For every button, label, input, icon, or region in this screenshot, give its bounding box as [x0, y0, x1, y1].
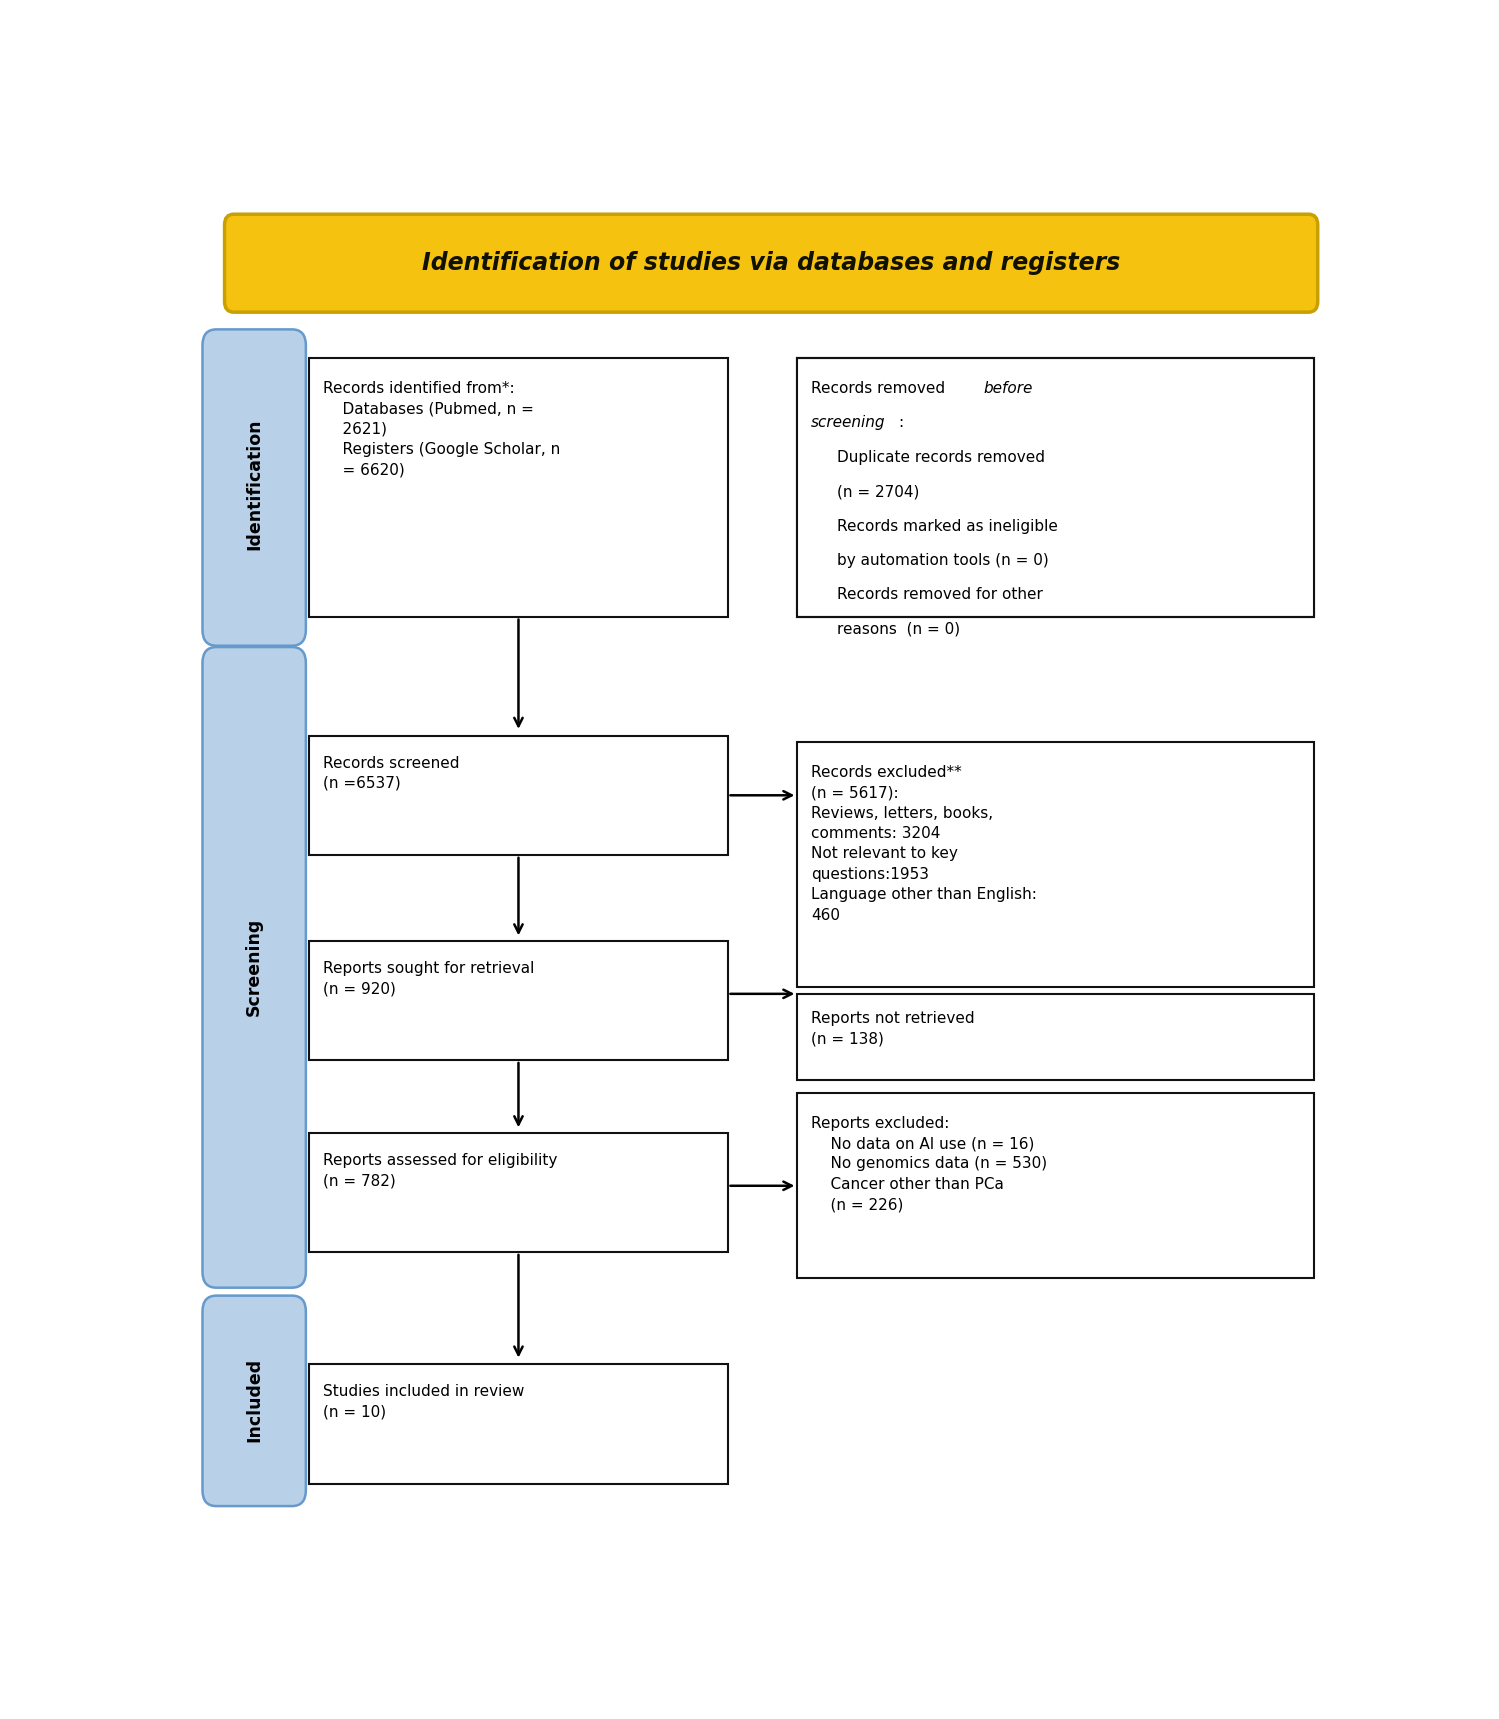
Text: (n = 2704): (n = 2704): [836, 485, 919, 499]
FancyBboxPatch shape: [797, 743, 1315, 987]
Text: Identification of studies via databases and registers: Identification of studies via databases …: [421, 251, 1120, 275]
FancyBboxPatch shape: [797, 359, 1315, 617]
FancyBboxPatch shape: [797, 1093, 1315, 1279]
FancyBboxPatch shape: [309, 1365, 727, 1483]
Text: Reports assessed for eligibility
(n = 782): Reports assessed for eligibility (n = 78…: [324, 1153, 558, 1188]
Text: Records removed for other: Records removed for other: [836, 588, 1043, 602]
Text: Duplicate records removed: Duplicate records removed: [836, 450, 1045, 464]
FancyBboxPatch shape: [799, 359, 1313, 615]
Text: Reports excluded:
    No data on AI use (n = 16)
    No genomics data (n = 530)
: Reports excluded: No data on AI use (n =…: [811, 1116, 1048, 1212]
Text: Records removed: Records removed: [811, 382, 950, 395]
FancyBboxPatch shape: [309, 1133, 727, 1251]
Text: Records excluded**
(n = 5617):
Reviews, letters, books,
comments: 3204
Not relev: Records excluded** (n = 5617): Reviews, …: [811, 765, 1037, 923]
Text: :: :: [898, 416, 904, 430]
Text: Records removed before
screening:
    Duplicate records removed
    (n = 2704)
 : Records removed before screening: Duplic…: [811, 382, 1052, 538]
Text: screening: screening: [811, 416, 886, 430]
FancyBboxPatch shape: [202, 646, 306, 1288]
Text: Reports not retrieved
(n = 138): Reports not retrieved (n = 138): [811, 1011, 974, 1047]
Text: Reports sought for retrieval
(n = 920): Reports sought for retrieval (n = 920): [324, 961, 535, 995]
Text: Records screened
(n =6537): Records screened (n =6537): [324, 756, 460, 791]
FancyBboxPatch shape: [309, 940, 727, 1061]
FancyBboxPatch shape: [797, 994, 1315, 1080]
FancyBboxPatch shape: [309, 359, 727, 617]
FancyBboxPatch shape: [202, 1296, 306, 1506]
Text: before: before: [983, 382, 1033, 395]
FancyBboxPatch shape: [225, 215, 1318, 313]
FancyBboxPatch shape: [309, 736, 727, 854]
Text: reasons  (n = 0): reasons (n = 0): [836, 622, 959, 638]
Text: Studies included in review
(n = 10): Studies included in review (n = 10): [324, 1384, 525, 1420]
Text: Identification: Identification: [246, 418, 264, 550]
Text: Included: Included: [246, 1358, 264, 1442]
Text: Records marked as ineligible: Records marked as ineligible: [836, 519, 1058, 533]
Text: by automation tools (n = 0): by automation tools (n = 0): [836, 554, 1048, 567]
Text: Records identified from*:
    Databases (Pubmed, n =
    2621)
    Registers (Go: Records identified from*: Databases (Pub…: [324, 382, 561, 478]
FancyBboxPatch shape: [202, 330, 306, 646]
Text: Screening: Screening: [246, 918, 264, 1016]
